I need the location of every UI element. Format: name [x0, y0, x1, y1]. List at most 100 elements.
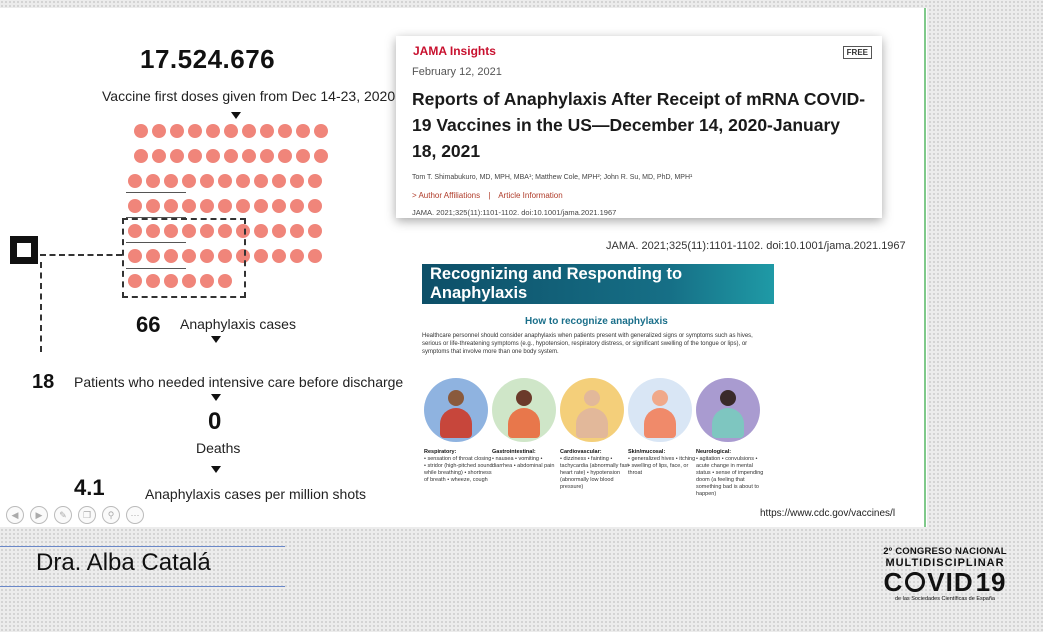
dose-dot	[272, 249, 286, 263]
dose-dot	[278, 124, 292, 138]
connector-line	[40, 254, 122, 256]
dose-dot	[128, 199, 142, 213]
icu-count: 18	[32, 371, 55, 393]
dose-dot	[308, 249, 322, 263]
author-affiliations-link[interactable]: > Author Affiliations	[412, 191, 481, 200]
logo-line-4: de las Sociedades Científicas de España	[895, 596, 995, 602]
dose-dot	[146, 224, 160, 238]
dose-dot	[308, 174, 322, 188]
virus-icon	[905, 572, 926, 592]
zoom-icon[interactable]: ⚲	[102, 506, 120, 524]
dose-dot	[218, 274, 232, 288]
dose-dot	[242, 149, 256, 163]
jama-tag: JAMA Insights	[413, 44, 496, 58]
dose-dot	[128, 174, 142, 188]
cdc-column-neurological: Neurological: • agitation • convulsions …	[696, 449, 766, 498]
icu-label: Patients who needed intensive care befor…	[74, 374, 404, 390]
cdc-url: https://www.cdc.gov/vaccines/l	[760, 508, 896, 519]
dose-dot	[260, 124, 274, 138]
column-header: Neurological:	[696, 449, 732, 455]
article-title: Reports of Anaphylaxis After Receipt of …	[412, 89, 866, 161]
column-header: Respiratory:	[424, 449, 457, 455]
dose-dot	[128, 249, 142, 263]
pen-icon[interactable]: ✎	[54, 506, 72, 524]
dose-dot	[206, 124, 220, 138]
footer-line-bottom	[0, 586, 285, 587]
dose-dot	[182, 174, 196, 188]
dose-dot	[188, 124, 202, 138]
dot-separator	[126, 192, 186, 193]
dot-separator	[126, 242, 186, 243]
respiratory-illustration-icon	[424, 378, 488, 442]
dose-dot	[314, 124, 328, 138]
logo-line-1: 2º CONGRESO NACIONAL	[883, 546, 1007, 557]
free-badge: FREE	[842, 46, 872, 59]
dose-dot	[164, 249, 178, 263]
logo-covid-c: C	[883, 567, 904, 597]
down-arrow-icon	[211, 394, 221, 401]
dose-dot	[200, 199, 214, 213]
rate-value: 4.1	[74, 475, 105, 500]
article-information-link[interactable]: Article Information	[498, 191, 563, 200]
dose-dot	[224, 124, 238, 138]
dose-dot	[164, 174, 178, 188]
cdc-description: Healthcare personnel should consider ana…	[422, 333, 753, 355]
dose-dot	[134, 149, 148, 163]
down-arrow-icon	[211, 336, 221, 343]
dose-dot	[296, 149, 310, 163]
forward-icon[interactable]: ▶	[30, 506, 48, 524]
cdc-column-gastrointestinal: Gastrointestinal: • nausea • vomiting • …	[492, 449, 562, 470]
back-icon[interactable]: ◀	[6, 506, 24, 524]
card-citation: JAMA. 2021;325(11):1101-1102. doi:10.100…	[412, 208, 617, 217]
dose-dot	[218, 174, 232, 188]
down-arrow-icon	[231, 112, 241, 119]
doses-label: Vaccine first doses given from Dec 14-23…	[102, 88, 396, 104]
dot-separator	[126, 268, 186, 269]
dose-dot	[296, 124, 310, 138]
anaphylaxis-count: 66	[136, 312, 161, 337]
dose-dot	[146, 174, 160, 188]
dose-dot	[272, 199, 286, 213]
dose-dot	[314, 149, 328, 163]
connector-line-vertical	[40, 262, 42, 352]
congress-logo: 2º CONGRESO NACIONAL MULTIDISCIPLINAR C …	[880, 546, 1010, 602]
dose-dot	[146, 249, 160, 263]
dose-dot	[164, 199, 178, 213]
footer-line-top	[0, 546, 285, 547]
jama-article-card: JAMA Insights FREE February 12, 2021 Rep…	[396, 36, 882, 218]
gastrointestinal-illustration-icon	[492, 378, 556, 442]
slide-controls: ◀ ▶ ✎ ❐ ⚲ ⋯	[6, 506, 144, 524]
skin-illustration-icon	[628, 378, 692, 442]
dose-dot	[128, 274, 142, 288]
dose-dot	[134, 124, 148, 138]
column-header: Cardiovascular:	[560, 449, 602, 455]
dose-dot	[146, 199, 160, 213]
more-icon[interactable]: ⋯	[126, 506, 144, 524]
logo-covid19: C VID 19	[880, 569, 1010, 595]
dose-dot	[164, 274, 178, 288]
dose-dot	[308, 199, 322, 213]
dose-dot	[272, 174, 286, 188]
dose-dot	[254, 174, 268, 188]
dose-dot	[290, 224, 304, 238]
rate-label: Anaphylaxis cases per million shots	[145, 486, 366, 502]
speaker-name: Dra. Alba Catalá	[36, 549, 211, 576]
copy-icon[interactable]: ❐	[78, 506, 96, 524]
dose-dot	[290, 249, 304, 263]
square-icon	[10, 236, 38, 264]
dot-separator	[126, 217, 186, 218]
column-items: • agitation • convulsions • acute change…	[696, 456, 764, 497]
dose-dot	[170, 149, 184, 163]
dose-dot	[260, 149, 274, 163]
column-items: • sensation of throat closing • stridor …	[424, 456, 493, 483]
citation-line: JAMA. 2021;325(11):1101-1102. doi:10.100…	[606, 240, 906, 252]
dose-dot	[152, 124, 166, 138]
column-items: • dizziness • fainting • tachycardia (ab…	[560, 456, 629, 490]
dot-grid	[126, 124, 346, 296]
dose-dot	[152, 149, 166, 163]
dose-dot	[290, 174, 304, 188]
logo-line-2: MULTIDISCIPLINAR	[885, 557, 1005, 569]
dose-dot	[290, 199, 304, 213]
dose-dot	[224, 149, 238, 163]
dose-dot	[236, 199, 250, 213]
